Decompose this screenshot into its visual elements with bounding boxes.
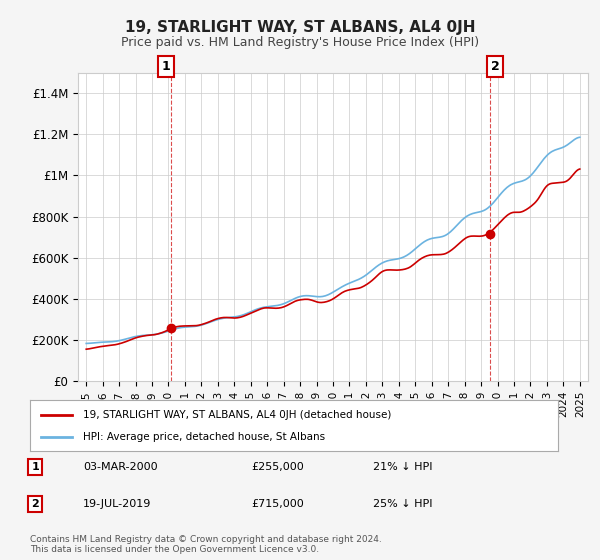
Text: 1: 1 xyxy=(161,60,170,73)
Text: 2: 2 xyxy=(491,60,500,73)
Text: 03-MAR-2000: 03-MAR-2000 xyxy=(83,462,157,472)
Text: HPI: Average price, detached house, St Albans: HPI: Average price, detached house, St A… xyxy=(83,432,325,442)
Text: 19, STARLIGHT WAY, ST ALBANS, AL4 0JH (detached house): 19, STARLIGHT WAY, ST ALBANS, AL4 0JH (d… xyxy=(83,409,391,419)
Text: 19-JUL-2019: 19-JUL-2019 xyxy=(83,499,151,509)
Text: 1: 1 xyxy=(31,462,39,472)
Text: 21% ↓ HPI: 21% ↓ HPI xyxy=(373,462,433,472)
Text: 2: 2 xyxy=(31,499,39,509)
Text: Contains HM Land Registry data © Crown copyright and database right 2024.
This d: Contains HM Land Registry data © Crown c… xyxy=(30,535,382,554)
Text: £255,000: £255,000 xyxy=(252,462,305,472)
Text: Price paid vs. HM Land Registry's House Price Index (HPI): Price paid vs. HM Land Registry's House … xyxy=(121,36,479,49)
Text: 25% ↓ HPI: 25% ↓ HPI xyxy=(373,499,433,509)
Text: 19, STARLIGHT WAY, ST ALBANS, AL4 0JH: 19, STARLIGHT WAY, ST ALBANS, AL4 0JH xyxy=(125,20,475,35)
Text: £715,000: £715,000 xyxy=(252,499,305,509)
